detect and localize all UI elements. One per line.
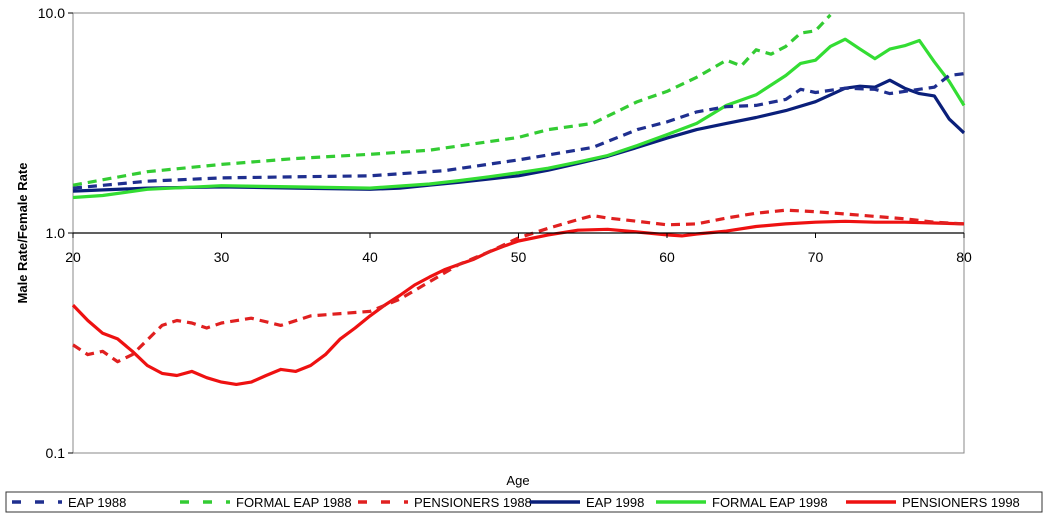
series-layer bbox=[71, 13, 966, 386]
legend-label: PENSIONERS 1988 bbox=[414, 495, 532, 510]
legend-box bbox=[5, 491, 1043, 513]
x-tick-label: 30 bbox=[214, 249, 230, 265]
legend-entry: FORMAL EAP 1998 bbox=[656, 495, 828, 510]
x-tick-label: 80 bbox=[956, 249, 972, 265]
legend-label: PENSIONERS 1998 bbox=[902, 495, 1020, 510]
series-line-eap-1998 bbox=[72, 78, 966, 193]
x-tick-label: 60 bbox=[659, 249, 675, 265]
tick-layer: 20 30 40 50 60 70 80 0.1 1.0 10.0 bbox=[38, 5, 972, 461]
legend-label: EAP 1998 bbox=[586, 495, 644, 510]
series-line-pensioners-1998 bbox=[71, 219, 965, 386]
series-line-formal-eap-1998 bbox=[72, 37, 966, 200]
x-tick-label: 70 bbox=[808, 249, 824, 265]
series-line-formal-eap-1988 bbox=[72, 13, 832, 187]
legend-entry: FORMAL EAP 1988 bbox=[180, 495, 352, 510]
y-tick-label: 1.0 bbox=[46, 225, 66, 241]
legend-entry: EAP 1998 bbox=[530, 495, 644, 510]
legend-label: EAP 1988 bbox=[68, 495, 126, 510]
series-line-pensioners-1988 bbox=[72, 208, 965, 364]
x-tick-label: 40 bbox=[362, 249, 378, 265]
y-tick-label: 0.1 bbox=[46, 445, 66, 461]
legend-entry: EAP 1988 bbox=[12, 495, 126, 510]
legend-label: FORMAL EAP 1998 bbox=[712, 495, 828, 510]
legend-entry: PENSIONERS 1998 bbox=[846, 495, 1020, 510]
series-line-eap-1988 bbox=[72, 72, 965, 190]
legend: EAP 1988 FORMAL EAP 1988 PENSIONERS 1988 EA… bbox=[12, 495, 1020, 510]
y-tick-label: 10.0 bbox=[38, 5, 65, 21]
x-axis-label: Age bbox=[506, 473, 529, 488]
x-tick-label: 20 bbox=[65, 249, 81, 265]
legend-label: FORMAL EAP 1988 bbox=[236, 495, 352, 510]
legend-entry: PENSIONERS 1988 bbox=[358, 495, 532, 510]
y-axis-label: Male Rate/Female Rate bbox=[15, 163, 30, 304]
x-tick-label: 50 bbox=[511, 249, 527, 265]
